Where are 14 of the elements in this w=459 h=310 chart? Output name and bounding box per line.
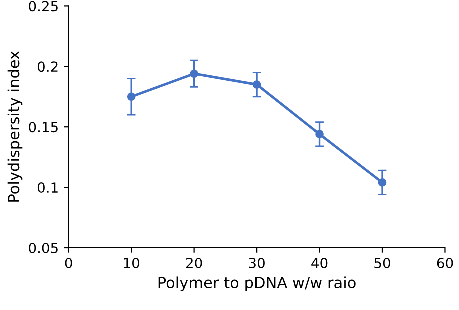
y-tick-label: 0.2 [38,62,58,72]
x-tick-label: 50 [374,258,390,268]
x-tick-label: 40 [312,258,328,268]
y-tick-label: 0.05 [29,242,58,254]
x-tick-label: 20 [186,258,202,268]
x-tick-label: 30 [249,258,265,268]
x-axis-title: Polymer to pDNA w/w raio [158,276,356,292]
x-tick-label: 60 [437,258,454,268]
y-tick-label: 0.1 [38,182,58,194]
y-tick-label: 0.25 [29,1,58,12]
x-tick-label: 10 [124,258,140,268]
y-tick-label: 0.15 [29,122,58,133]
y-axis-title: Polydispersity index [8,51,23,202]
x-tick-label: 0 [65,258,72,268]
